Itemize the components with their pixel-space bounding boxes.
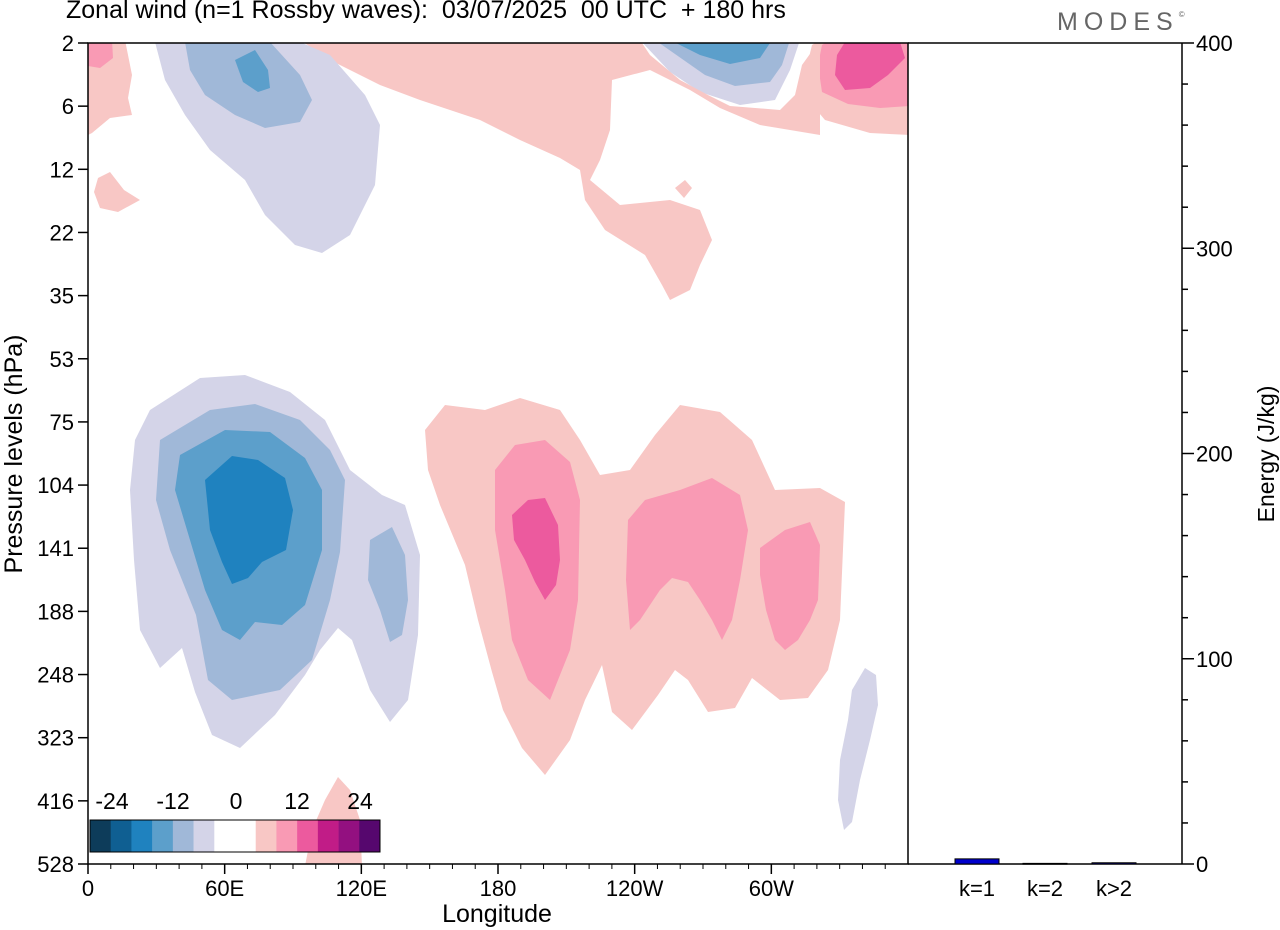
contour-fill: [512, 498, 560, 600]
y-tick-label: 188: [37, 599, 74, 624]
contour-fill: [835, 43, 905, 90]
colorbar-swatch: [152, 820, 174, 852]
contour-fill: [760, 522, 820, 650]
colorbar-swatch: [235, 820, 257, 852]
colorbar: -24 -12 0 12 24: [89, 788, 381, 853]
colorbar-label: 12: [284, 788, 310, 814]
y-axis-title: Pressure levels (hPa): [0, 335, 28, 574]
y-tick-label: 104: [37, 473, 74, 498]
energy-axis: 0 100 200 300 400: [1182, 31, 1233, 877]
y-tick-label: 141: [37, 536, 74, 561]
y-tick-label: 6: [62, 94, 74, 119]
colorbar-frame: [89, 819, 381, 853]
brand-text: MODES: [1057, 8, 1179, 36]
contour-fill: [838, 668, 878, 830]
y-tick-label: 528: [37, 852, 74, 877]
contour-field: [88, 43, 908, 864]
energy-category-label: k>2: [1096, 876, 1132, 901]
colorbar-swatch: [255, 820, 277, 852]
colorbar-swatch: [338, 820, 360, 852]
colorbar-swatch: [214, 820, 236, 852]
x-tick-label: 180: [480, 876, 517, 901]
y-tick-label: 323: [37, 726, 74, 751]
y-tick-label: 416: [37, 789, 74, 814]
contour-fill: [676, 43, 770, 64]
contour-fill: [304, 43, 820, 300]
x-axis-longitude: 0 60E 120E 180 120W 60W: [82, 864, 886, 901]
y-tick-label: 2: [62, 31, 74, 56]
colorbar-swatch: [110, 820, 132, 852]
colorbar-label: 0: [230, 788, 243, 814]
colorbar-label: -12: [156, 788, 189, 814]
colorbar-swatch: [297, 820, 319, 852]
energy-category-label: k=2: [1027, 876, 1063, 901]
energy-category-label: k=1: [959, 876, 995, 901]
colorbar-swatch: [193, 820, 215, 852]
contour-fill: [235, 50, 270, 92]
colorbar-label: -24: [95, 788, 128, 814]
colorbar-label: 24: [347, 788, 373, 814]
x-tick-label: 0: [82, 876, 94, 901]
energy-bar: [954, 858, 1000, 865]
y-tick-label: 22: [50, 220, 74, 245]
energy-tick-label: 0: [1196, 852, 1208, 877]
energy-tick-label: 300: [1196, 236, 1233, 261]
energy-bars: [954, 858, 1137, 865]
colorbar-swatch: [90, 820, 112, 852]
y-tick-label: 35: [50, 284, 74, 309]
y-tick-label: 248: [37, 663, 74, 688]
x-axis-title: Longitude: [442, 900, 552, 928]
contour-fill: [626, 478, 748, 640]
x-tick-label: 120E: [336, 876, 387, 901]
energy-categories: k=1 k=2 k>2: [959, 876, 1132, 901]
y-tick-label: 12: [50, 157, 74, 182]
brand-logo: MODES©: [1057, 8, 1185, 37]
colorbar-swatch: [276, 820, 298, 852]
energy-tick-label: 200: [1196, 442, 1233, 467]
energy-bar: [1022, 862, 1068, 865]
x-tick-label: 120W: [606, 876, 664, 901]
y-tick-label: 53: [50, 347, 74, 372]
chart-title: Zonal wind (n=1 Rossby waves): 03/07/202…: [66, 0, 786, 24]
y-axis-pressure: 2 6 12 22 35 53 75 104 141 188 248 323 416 528: [37, 31, 88, 877]
colorbar-swatch: [317, 820, 339, 852]
y-tick-label: 75: [50, 410, 74, 435]
energy-tick-label: 100: [1196, 647, 1233, 672]
contour-fill: [205, 456, 293, 584]
brand-mark: ©: [1178, 10, 1185, 19]
contour-fill: [88, 43, 113, 68]
contour-fill: [368, 527, 408, 642]
x-tick-label: 60W: [749, 876, 794, 901]
energy-bar: [1091, 862, 1137, 865]
colorbar-swatch: [172, 820, 194, 852]
contour-fill: [94, 172, 140, 212]
energy-tick-label: 400: [1196, 31, 1233, 56]
energy-axis-title: Energy (J/kg): [1253, 386, 1279, 523]
colorbar-swatch: [359, 820, 381, 852]
colorbar-swatch: [131, 820, 153, 852]
contour-fill: [675, 180, 692, 198]
x-tick-label: 60E: [205, 876, 244, 901]
